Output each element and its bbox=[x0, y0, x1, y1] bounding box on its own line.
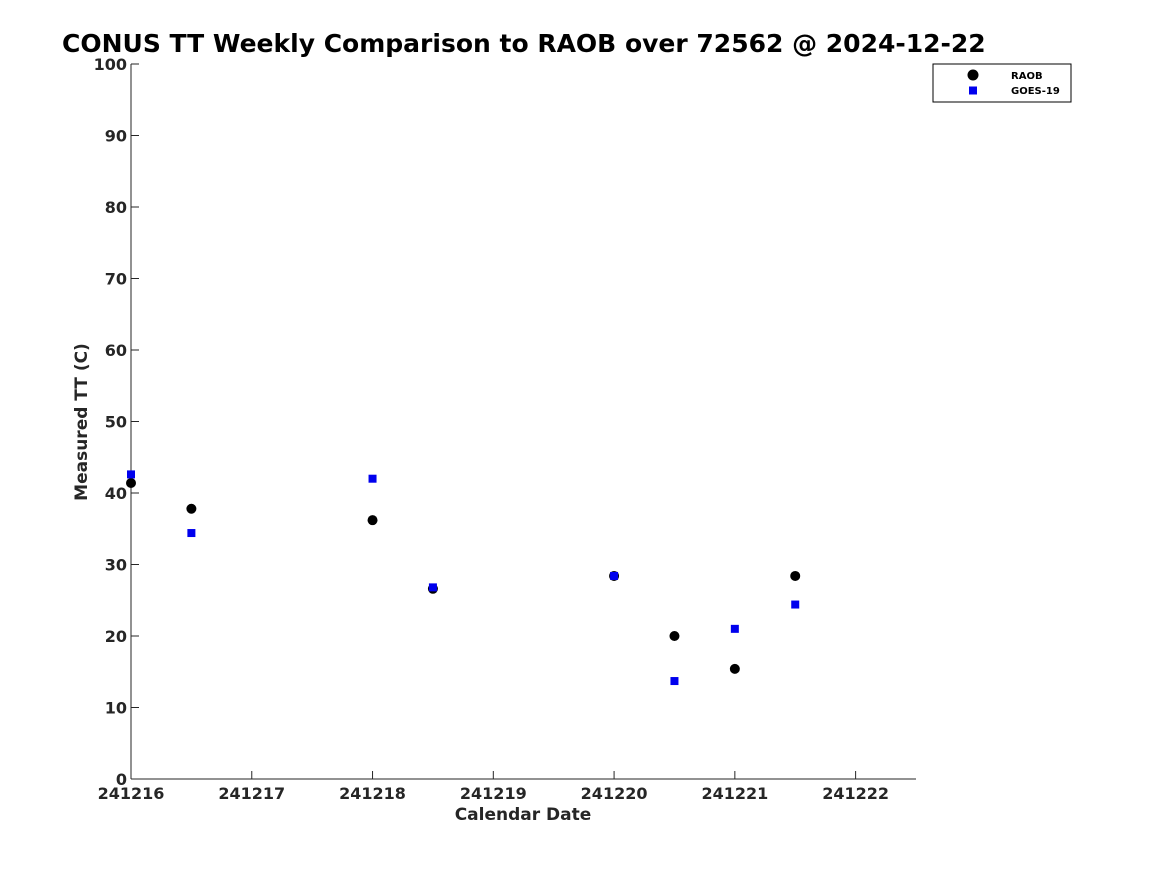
y-tick-label: 40 bbox=[105, 484, 127, 503]
point-raob bbox=[729, 663, 740, 674]
x-tick-label: 241219 bbox=[460, 784, 527, 803]
y-tick-label: 20 bbox=[105, 627, 127, 646]
y-axis-label: Measured TT (C) bbox=[72, 343, 92, 501]
y-tick-label: 100 bbox=[94, 55, 127, 74]
y-axis-ticks: 0 10 20 30 40 50 60 70 80 90 100 bbox=[94, 55, 139, 789]
x-tick-label: 241218 bbox=[339, 784, 406, 803]
y-tick-label: 60 bbox=[105, 341, 127, 360]
legend-label-goes-19: GOES-19 bbox=[1011, 86, 1060, 97]
y-tick-label: 80 bbox=[105, 198, 127, 217]
point-goes-19 bbox=[127, 470, 135, 479]
legend-marker-goes-19 bbox=[969, 86, 977, 95]
x-tick-label: 241222 bbox=[822, 784, 889, 803]
y-tick-label: 50 bbox=[105, 413, 127, 432]
y-tick-label: 0 bbox=[116, 770, 127, 789]
point-goes-19 bbox=[428, 583, 437, 592]
y-tick-label: 90 bbox=[105, 127, 127, 146]
point-goes-19 bbox=[670, 677, 679, 686]
x-axis-ticks: 241216 241217 241218 241219 241220 241221 2412… bbox=[98, 771, 889, 803]
legend-box bbox=[932, 63, 1072, 103]
legend-label-raob: RAOB bbox=[1011, 71, 1043, 82]
x-tick-label: 241220 bbox=[581, 784, 648, 803]
point-goes-19 bbox=[791, 600, 800, 609]
y-tick-label: 70 bbox=[105, 270, 127, 289]
y-tick-label: 30 bbox=[105, 556, 127, 575]
chart-title: CONUS TT Weekly Comparison to RAOB over … bbox=[62, 29, 986, 58]
y-tick-label: 10 bbox=[105, 699, 127, 718]
point-raob bbox=[669, 631, 680, 641]
point-raob bbox=[126, 477, 136, 488]
legend: RAOB GOES-19 bbox=[932, 63, 1072, 103]
point-goes-19 bbox=[610, 571, 619, 580]
point-goes-19 bbox=[368, 474, 377, 483]
legend-marker-raob bbox=[967, 69, 979, 81]
x-tick-label: 241221 bbox=[701, 784, 768, 803]
point-goes-19 bbox=[187, 529, 196, 538]
point-raob bbox=[790, 570, 801, 581]
x-tick-label: 241217 bbox=[218, 784, 285, 803]
point-goes-19 bbox=[730, 624, 739, 633]
x-tick-label: 241216 bbox=[98, 784, 165, 803]
data-points bbox=[126, 470, 801, 686]
point-raob bbox=[186, 503, 197, 514]
x-axis-label: Calendar Date bbox=[455, 805, 592, 825]
point-raob bbox=[367, 515, 378, 526]
